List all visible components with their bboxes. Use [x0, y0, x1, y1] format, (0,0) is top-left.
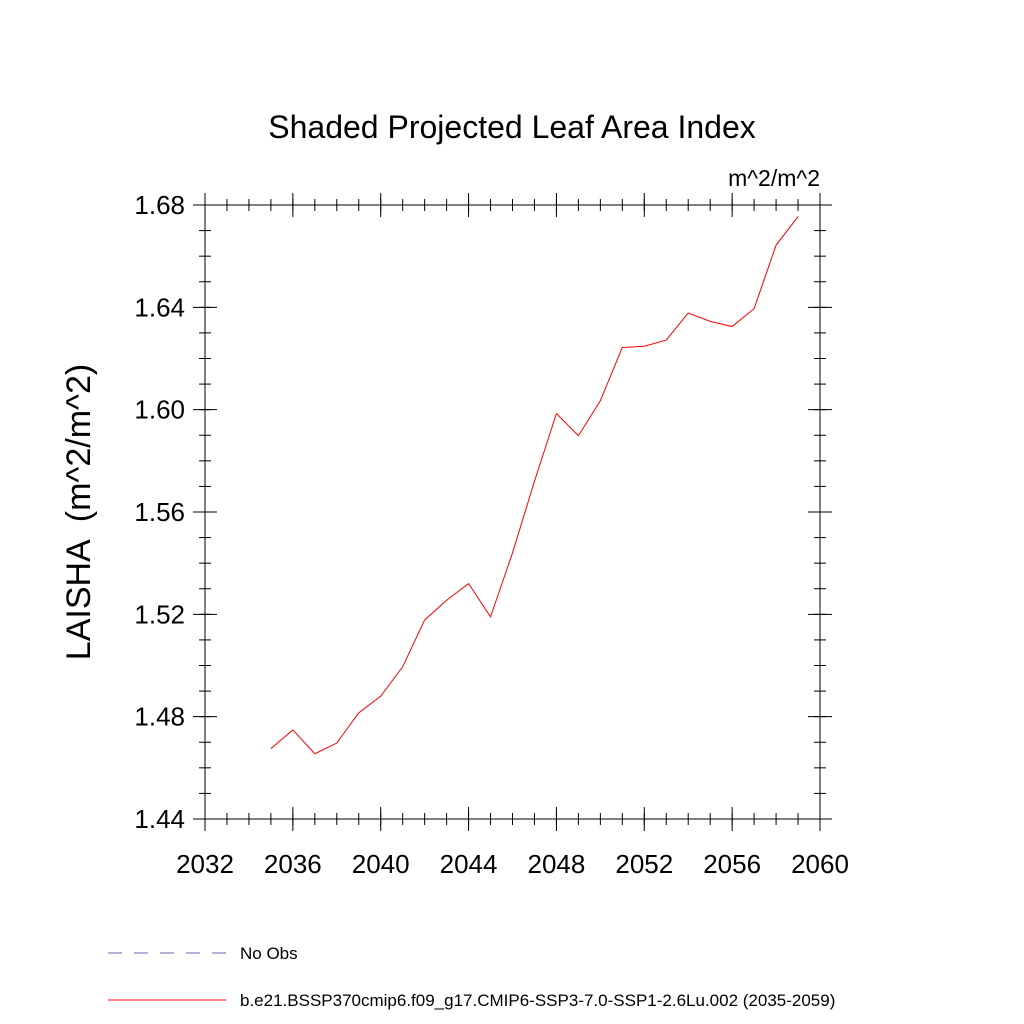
chart-title: Shaded Projected Leaf Area Index: [268, 109, 755, 145]
legend-label-no-obs: No Obs: [240, 944, 298, 963]
y-tick-label: 1.56: [134, 497, 185, 527]
y-tick-label: 1.60: [134, 395, 185, 425]
x-tick-labels: 2032 2036 2040 2044 2048 2052 2056 2060: [176, 849, 849, 879]
axis-ticks: [193, 193, 832, 831]
y-tick-label: 1.68: [134, 190, 185, 220]
y-tick-label: 1.48: [134, 702, 185, 732]
x-tick-label: 2048: [528, 849, 586, 879]
data-series: [270, 216, 799, 755]
units-label: m^2/m^2: [728, 165, 820, 191]
y-tick-label: 1.44: [134, 804, 185, 834]
y-tick-label: 1.52: [134, 599, 185, 629]
y-tick-labels: 1.44 1.48 1.52 1.56 1.60 1.64 1.68: [134, 190, 185, 834]
x-tick-label: 2032: [176, 849, 234, 879]
x-tick-label: 2052: [615, 849, 673, 879]
legend-label-model-run: b.e21.BSSP370cmip6.f09_g17.CMIP6-SSP3-7.…: [240, 991, 835, 1010]
x-tick-label: 2056: [703, 849, 761, 879]
x-tick-label: 2040: [352, 849, 410, 879]
x-tick-label: 2044: [440, 849, 498, 879]
y-axis-label: LAISHA (m^2/m^2): [60, 364, 98, 660]
series-line: [270, 216, 799, 755]
x-tick-label: 2060: [791, 849, 849, 879]
y-tick-label: 1.64: [134, 292, 185, 322]
plot-frame: [204, 204, 821, 820]
x-tick-label: 2036: [264, 849, 322, 879]
legend: No Obs b.e21.BSSP370cmip6.f09_g17.CMIP6-…: [108, 944, 835, 1010]
